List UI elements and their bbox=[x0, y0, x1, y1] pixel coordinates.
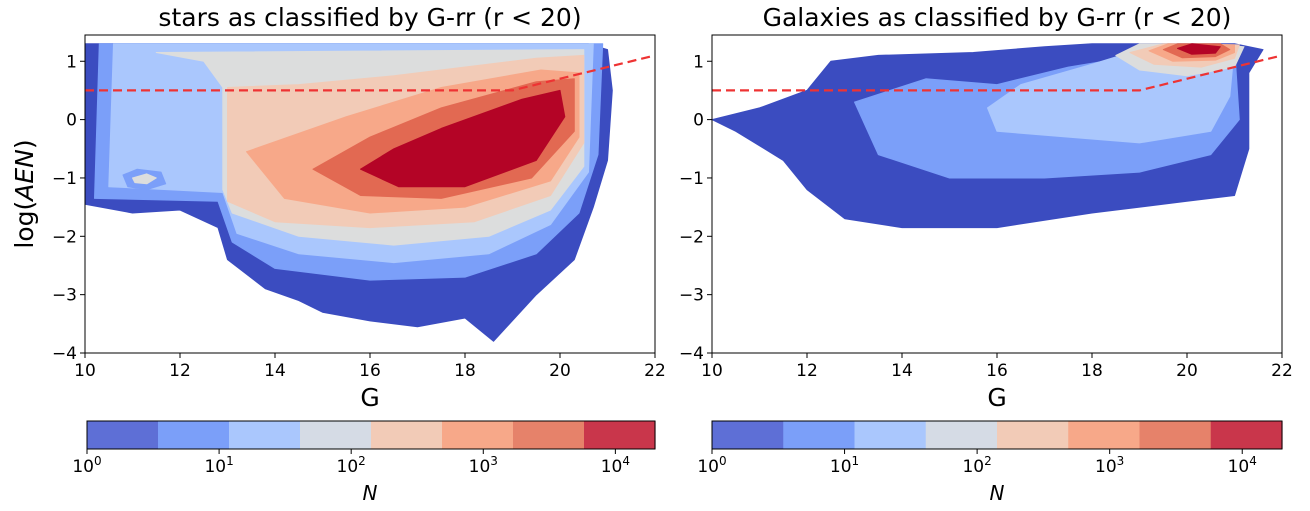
left-colorbar-tick-label: 104 bbox=[601, 454, 630, 477]
left-colorbar-frame bbox=[86, 420, 656, 450]
right-colorbar-swatch bbox=[712, 421, 784, 449]
left-colorbar: 100 101 102 103 104 bbox=[72, 420, 656, 477]
left-colorbar-tick-label: 100 bbox=[72, 454, 101, 477]
left-y-tick-label: 0 bbox=[66, 111, 77, 131]
left-colorbar-swatch bbox=[87, 421, 159, 449]
right-colorbar-swatch bbox=[1068, 421, 1141, 449]
left-x-tick-label: 18 bbox=[454, 361, 476, 381]
right-colorbar-swatch bbox=[854, 421, 927, 449]
left-y-tick-label: −2 bbox=[52, 227, 77, 247]
right-x-tick-label: 20 bbox=[1176, 361, 1198, 381]
left-density-level-4-region-9 bbox=[132, 173, 157, 185]
right-colorbar: 100 101 102 103 104 bbox=[697, 420, 1283, 477]
left-density-layers bbox=[85, 43, 655, 342]
right-colorbar-tick-label: 100 bbox=[697, 454, 726, 477]
right-x-tick-label: 22 bbox=[1271, 361, 1293, 381]
left-colorbar-tick-label: 102 bbox=[337, 454, 366, 477]
right-heatmap-plot: 10 12 14 16 18 20 22 −4 −3 −2 −1 0 1 bbox=[679, 34, 1293, 381]
left-colorbar-swatch bbox=[300, 421, 372, 449]
left-x-tick-label: 20 bbox=[549, 361, 571, 381]
right-y-tick-label: −2 bbox=[679, 227, 704, 247]
left-heatmap-plot: 10 12 14 16 18 20 22 −4 −3 −2 −1 0 1 bbox=[52, 34, 666, 381]
left-y-tick-label: 1 bbox=[66, 52, 77, 72]
left-x-tick-label: 22 bbox=[644, 361, 666, 381]
right-colorbar-tick-label: 103 bbox=[1095, 454, 1124, 477]
left-colorbar-swatch bbox=[158, 421, 230, 449]
left-x-axis-label: G bbox=[360, 383, 379, 412]
right-y-tick-label: 0 bbox=[693, 111, 704, 131]
left-colorbar-swatch bbox=[442, 421, 514, 449]
right-colorbar-swatch bbox=[997, 421, 1069, 449]
right-y-tick-label: −1 bbox=[679, 169, 704, 189]
right-colorbar-swatch bbox=[783, 421, 856, 449]
right-colorbar-tick-label: 101 bbox=[830, 454, 859, 477]
left-y-tick-label: −4 bbox=[52, 344, 77, 364]
right-colorbar-swatch bbox=[1139, 421, 1212, 449]
right-x-tick-label: 16 bbox=[986, 361, 1008, 381]
left-x-tick-label: 14 bbox=[264, 361, 286, 381]
left-colorbar-swatch bbox=[584, 421, 656, 449]
right-colorbar-swatch bbox=[1210, 421, 1283, 449]
left-colorbar-tick-label: 103 bbox=[469, 454, 498, 477]
right-colorbar-label: N bbox=[990, 481, 1005, 505]
right-colorbar-tick-label: 104 bbox=[1228, 454, 1257, 477]
right-x-tick-label: 18 bbox=[1081, 361, 1103, 381]
left-y-tick-label: −1 bbox=[52, 169, 77, 189]
left-x-tick-label: 16 bbox=[359, 361, 381, 381]
right-x-tick-label: 10 bbox=[701, 361, 723, 381]
left-x-tick-label: 12 bbox=[169, 361, 191, 381]
left-colorbar-tick-label: 101 bbox=[204, 454, 233, 477]
left-x-tick-label: 10 bbox=[74, 361, 96, 381]
right-density-level-8-region-7 bbox=[1177, 43, 1221, 55]
left-y-tick-label: −3 bbox=[52, 286, 77, 306]
right-y-tick-label: −3 bbox=[679, 286, 704, 306]
right-x-tick-label: 12 bbox=[796, 361, 818, 381]
right-colorbar-swatch bbox=[925, 421, 998, 449]
left-colorbar-swatch bbox=[513, 421, 585, 449]
right-y-tick-label: 1 bbox=[693, 52, 704, 72]
y-axis-label-pre: log( bbox=[10, 201, 39, 249]
right-x-tick-label: 14 bbox=[891, 361, 913, 381]
right-y-tick-label: −4 bbox=[679, 344, 704, 364]
y-axis-label: log(AEN) bbox=[10, 139, 39, 248]
left-boundary-line bbox=[85, 54, 655, 92]
y-axis-label-ital: AEN bbox=[10, 149, 39, 203]
left-colorbar-swatch bbox=[229, 421, 301, 449]
left-colorbar-swatch bbox=[371, 421, 443, 449]
right-boundary-line bbox=[712, 54, 1282, 92]
y-axis-label-post: ) bbox=[10, 139, 39, 149]
right-colorbar-frame bbox=[711, 420, 1283, 450]
left-colorbar-label: N bbox=[363, 481, 378, 505]
right-chart-title: Galaxies as classified by G-rr (r < 20) bbox=[763, 3, 1232, 32]
left-chart-title: stars as classified by G-rr (r < 20) bbox=[158, 3, 581, 32]
right-x-axis-label: G bbox=[987, 383, 1006, 412]
right-colorbar-tick-label: 102 bbox=[962, 454, 991, 477]
left-density-level-8-region-7 bbox=[360, 89, 566, 188]
right-density-layers bbox=[712, 43, 1282, 229]
